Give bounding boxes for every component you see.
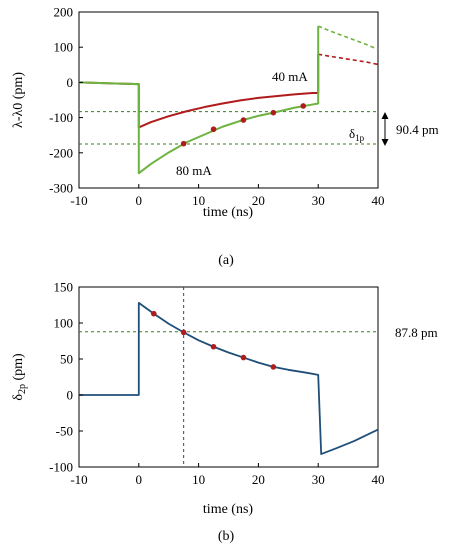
y-axis-label-b: δ2p (pm) bbox=[11, 353, 28, 401]
y-tick-label: 200 bbox=[54, 5, 74, 20]
markers-a bbox=[180, 103, 307, 147]
series-line-a-2 bbox=[78, 26, 320, 175]
y-tick-label: -100 bbox=[49, 110, 73, 125]
difference-value-b: 87.8 pm bbox=[395, 325, 438, 340]
y-ticks-b: -100 -50 0 50 100 150 bbox=[49, 280, 83, 475]
y-axis-label-b-sub: 2p bbox=[17, 384, 28, 394]
delta-symbol: δ bbox=[349, 126, 355, 141]
x-tick-label: 0 bbox=[136, 193, 143, 208]
y-tick-label: 100 bbox=[54, 40, 74, 55]
series-group-b bbox=[79, 301, 379, 455]
data-marker bbox=[300, 103, 307, 109]
y-tick-label: 150 bbox=[54, 280, 74, 295]
x-tick-label: 0 bbox=[136, 472, 143, 487]
difference-value-a: 90.4 pm bbox=[396, 122, 439, 137]
series-line-a-2-dashed bbox=[317, 25, 379, 51]
reference-lines-a bbox=[79, 111, 378, 145]
panel-label-a: (a) bbox=[218, 253, 234, 268]
data-marker bbox=[240, 117, 247, 123]
data-marker bbox=[180, 329, 187, 336]
y-tick-label: -50 bbox=[56, 424, 73, 439]
x-tick-label: 20 bbox=[252, 472, 265, 487]
series-group-a bbox=[78, 25, 379, 175]
y-axis-label-b-main: δ bbox=[11, 394, 26, 401]
plot-frame-b bbox=[78, 286, 379, 468]
series-line-b-1 bbox=[79, 301, 379, 455]
plot-frame-a bbox=[78, 11, 379, 189]
x-tick-label: 10 bbox=[192, 472, 205, 487]
x-tick-label: 20 bbox=[252, 193, 265, 208]
x-tick-label: 40 bbox=[372, 193, 385, 208]
difference-arrow bbox=[381, 112, 389, 146]
series-line-a-1 bbox=[78, 54, 320, 129]
y-tick-label: 0 bbox=[67, 75, 74, 90]
x-axis-label-a: time (ns) bbox=[203, 205, 253, 220]
delta-subscript: 1p bbox=[355, 133, 365, 143]
x-tick-label: 40 bbox=[372, 472, 385, 487]
markers-b bbox=[150, 310, 277, 370]
panel-label-b: (b) bbox=[218, 529, 235, 544]
x-ticks-b: -10 0 10 20 30 40 bbox=[70, 463, 385, 487]
y-tick-label: 0 bbox=[67, 388, 74, 403]
y-tick-label: -100 bbox=[49, 460, 73, 475]
x-ticks-a: -10 0 10 20 30 40 bbox=[70, 184, 385, 208]
x-tick-label: 30 bbox=[312, 193, 325, 208]
reference-lines-b bbox=[79, 287, 378, 467]
data-marker bbox=[270, 364, 277, 370]
y-ticks-a: -300 -200 -100 0 100 200 bbox=[49, 5, 83, 196]
x-axis-label-b: time (ns) bbox=[203, 502, 253, 517]
data-marker bbox=[240, 354, 247, 361]
y-tick-label: -300 bbox=[49, 181, 73, 196]
data-marker bbox=[270, 109, 277, 116]
y-tick-label: -200 bbox=[49, 145, 73, 160]
y-tick-label: 100 bbox=[54, 316, 74, 331]
series-line-a-1-dashed bbox=[318, 53, 379, 66]
series-label-40ma: 40 mA bbox=[272, 69, 308, 84]
data-marker bbox=[210, 126, 217, 133]
y-tick-label: 50 bbox=[60, 352, 73, 367]
series-label-80ma: 80 mA bbox=[176, 163, 212, 178]
y-axis-label-b-unit: (pm) bbox=[11, 353, 26, 384]
x-tick-label: 10 bbox=[192, 193, 205, 208]
x-tick-label: -10 bbox=[70, 193, 87, 208]
data-marker bbox=[180, 140, 187, 147]
delta-1p-label: δ1p bbox=[349, 126, 365, 143]
y-axis-label-a: λ-λ0 (pm) bbox=[11, 72, 26, 128]
x-tick-label: 30 bbox=[312, 472, 325, 487]
x-tick-label: -10 bbox=[70, 472, 87, 487]
data-marker bbox=[150, 310, 157, 317]
data-marker bbox=[210, 343, 217, 350]
